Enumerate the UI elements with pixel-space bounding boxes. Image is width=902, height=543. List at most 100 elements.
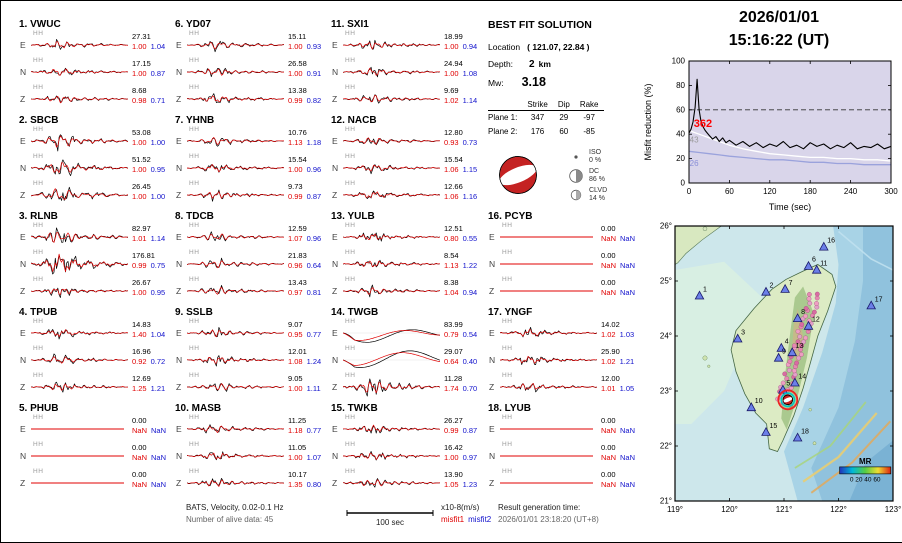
component-row-TWKB-Z: Z HH 13.90 1.05 1.23 — [331, 468, 484, 497]
channel-label: HH — [502, 276, 513, 283]
mr-colorbar — [839, 466, 892, 475]
channel-label: HH — [345, 84, 356, 91]
amplitude-value: 9.73 — [288, 182, 303, 191]
amplitude-value: 13.43 — [288, 278, 307, 287]
component-label: N — [176, 355, 183, 365]
misfit-values: 1.00 0.96 — [288, 165, 321, 174]
misfit1-value: 0.80 — [444, 234, 459, 243]
station-marker-label-10: 10 — [755, 398, 763, 405]
misfit1-value: 1.00 — [288, 384, 303, 393]
misfit2-value: 0.94 — [462, 288, 478, 297]
component-row-PHUB-Z: Z HH 0.00 NaN NaN — [19, 468, 172, 497]
mw-value: 3.18 — [521, 75, 546, 89]
station-marker-label-1: 1 — [703, 286, 707, 293]
misfit-reduction-chart: 0 20 40 60 80 100 0 60 120 180 240 300 362 43 26 Misfit… — [643, 57, 898, 213]
station-marker-label-12: 12 — [812, 317, 820, 324]
station-panel-TWGB: 14. TWGB E HH 83.99 0.79 0.54 N HH 29.07 0.64 0.40… — [331, 307, 484, 402]
station-panel-PCYB: 16. PCYB E HH 0.00 NaN NaN N HH 0.00 NaN NaN Z HH 0.0… — [488, 211, 641, 306]
synthetic-trace — [31, 232, 128, 243]
waveform-YNGF-E — [500, 326, 597, 338]
misfit-values: 1.04 0.94 — [444, 288, 477, 297]
generation-time-value: 2026/01/01 23:18:20 (UT+8) — [498, 515, 599, 524]
misfit-values: NaN NaN — [601, 426, 635, 435]
component-row-YHNB-N: N HH 15.54 1.00 0.96 — [175, 153, 328, 182]
misfit2-value: 1.00 — [150, 192, 166, 201]
waveform-RLNB-Z — [31, 287, 128, 298]
scale-bar-label: 100 sec — [375, 518, 405, 527]
decomposition-iso: ISO 0 % — [568, 149, 607, 165]
misfit2-value: NaN — [151, 426, 167, 435]
mr-grid-point — [791, 368, 797, 374]
channel-label: HH — [345, 414, 356, 421]
component-label: E — [332, 328, 338, 338]
penghu-islands — [702, 355, 708, 361]
east-sea-deep — [811, 226, 893, 501]
waveform-TWKB-Z — [343, 478, 440, 488]
channel-label: HH — [502, 441, 513, 448]
component-label: E — [489, 424, 495, 434]
misfit1-value: 1.18 — [288, 426, 303, 435]
y-axis-title: Misfit reduction (%) — [643, 83, 653, 160]
series-reference-1 — [688, 129, 892, 162]
best-fit-solution-panel: BEST FIT SOLUTION Location ( 121.07, 22.8… — [488, 17, 658, 215]
mr-grid-point — [807, 300, 813, 306]
synthetic-trace — [31, 288, 128, 295]
iso-value: 0 % — [589, 157, 602, 164]
station-title: 14. TWGB — [331, 307, 379, 318]
plane1-rake: -97 — [583, 113, 595, 122]
component-row-YHNB-E: E HH 10.76 1.13 1.18 — [175, 126, 328, 155]
misfit-values: 1.00 1.08 — [444, 69, 477, 78]
component-row-RLNB-E: E HH 82.97 1.01 1.14 — [19, 222, 172, 251]
misfit1-value: 1.02 — [601, 357, 616, 366]
misfit1-value: 1.01 — [601, 384, 616, 393]
component-row-SXI1-E: E HH 18.99 1.00 0.94 — [331, 30, 484, 59]
amplitude-value: 15.54 — [444, 155, 463, 164]
misfit1-value: 0.99 — [444, 426, 459, 435]
component-label: Z — [176, 478, 182, 488]
station-title: 13. YULB — [331, 211, 375, 222]
beachball-tension-band — [782, 397, 793, 403]
amplitude-value: 11.25 — [288, 416, 307, 425]
decomposition-dc: DC 86 % — [568, 168, 607, 184]
misfit1-value: NaN — [601, 261, 617, 270]
misfit-values: 1.02 1.03 — [601, 330, 634, 339]
station-panel-YULB: 13. YULB E HH 12.51 0.80 0.55 N HH 8.54 1.13 1.22 Z… — [331, 211, 484, 306]
component-label: N — [332, 355, 339, 365]
misfit-values: 1.18 0.77 — [288, 426, 321, 435]
synthetic-trace — [343, 287, 440, 295]
mr-grid-point — [792, 343, 797, 349]
component-row-TWGB-N: N HH 29.07 0.64 0.40 — [331, 345, 484, 374]
iso-label: ISO — [589, 149, 602, 156]
misfit2-value: 1.16 — [462, 192, 478, 201]
component-label: N — [332, 163, 339, 173]
channel-label: HH — [33, 126, 44, 133]
clvd-value: 14 % — [589, 195, 605, 202]
misfit2-value: 0.72 — [150, 357, 166, 366]
report-date: 2026/01/01 — [738, 9, 820, 26]
plane1-dip: 29 — [559, 113, 569, 122]
station-marker-14 — [790, 377, 800, 387]
channel-label: HH — [189, 30, 200, 37]
component-row-TWKB-N: N HH 16.42 1.00 0.97 — [331, 441, 484, 470]
focal-mechanism-beachball — [499, 156, 537, 194]
map-lat-tick: 22° — [660, 442, 672, 451]
component-label: E — [489, 328, 495, 338]
amplitude-value: 10.76 — [288, 128, 307, 137]
component-label: E — [176, 424, 182, 434]
misfit1-value: 1.00 — [444, 453, 459, 462]
amplitude-value: 0.00 — [601, 278, 616, 287]
waveform-TWGB-N — [343, 350, 440, 368]
map-lon-tick: 119° — [667, 505, 683, 514]
waveform-YD07-N — [187, 67, 284, 78]
misfit1-value: 1.08 — [288, 357, 303, 366]
misfit1-value: 1.00 — [132, 288, 147, 297]
mr-grid-point — [814, 291, 820, 297]
amplitude-units-label: x10-8(m/s) — [441, 503, 480, 512]
component-row-YHNB-Z: Z HH 9.73 0.99 0.87 — [175, 180, 328, 209]
channel-label: HH — [33, 372, 44, 379]
mr-grid-point — [787, 359, 793, 364]
synthetic-trace — [343, 260, 440, 268]
component-label: Z — [20, 94, 26, 104]
taiwan-strait — [675, 261, 763, 424]
channel-label: HH — [189, 249, 200, 256]
